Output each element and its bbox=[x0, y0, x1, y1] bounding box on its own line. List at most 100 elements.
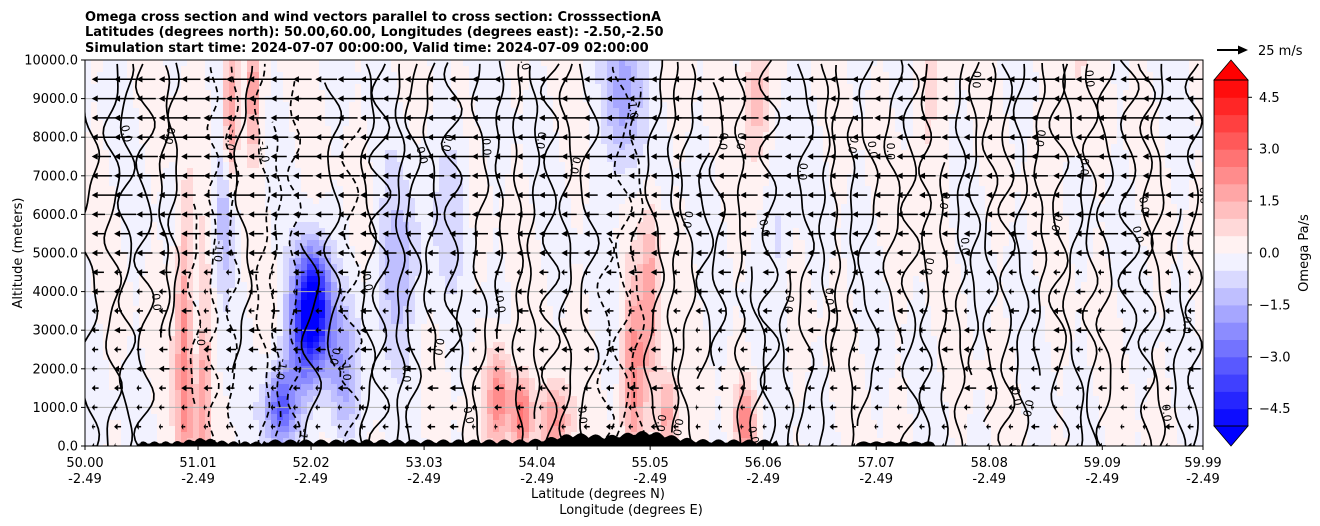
omega-cell bbox=[127, 390, 134, 397]
omega-cell bbox=[199, 276, 206, 283]
omega-cell bbox=[217, 360, 224, 367]
omega-cell bbox=[451, 156, 458, 163]
omega-cell bbox=[121, 414, 128, 421]
omega-cell bbox=[379, 360, 386, 367]
omega-cell bbox=[181, 252, 188, 259]
omega-cell bbox=[283, 306, 290, 313]
omega-cell bbox=[109, 348, 116, 355]
omega-cell bbox=[133, 258, 140, 265]
omega-cell bbox=[217, 144, 224, 151]
omega-cell bbox=[163, 150, 170, 157]
omega-cell bbox=[385, 378, 392, 385]
omega-cell bbox=[373, 138, 380, 145]
omega-cell bbox=[349, 126, 356, 133]
omega-cell bbox=[217, 300, 224, 307]
omega-cell bbox=[391, 258, 398, 265]
omega-cell bbox=[265, 60, 272, 67]
omega-cell bbox=[397, 60, 404, 67]
omega-cell bbox=[109, 396, 116, 403]
omega-cell bbox=[277, 258, 284, 265]
omega-cell bbox=[235, 270, 242, 277]
omega-cell bbox=[439, 198, 446, 205]
omega-cell bbox=[109, 234, 116, 241]
omega-cell bbox=[175, 108, 182, 115]
omega-cell bbox=[433, 78, 440, 85]
omega-cell bbox=[253, 318, 260, 325]
omega-cell bbox=[397, 294, 404, 301]
omega-cell bbox=[187, 204, 194, 211]
omega-cell bbox=[91, 408, 98, 415]
omega-cell bbox=[379, 282, 386, 289]
omega-cell bbox=[355, 162, 362, 169]
omega-cell bbox=[121, 246, 128, 253]
omega-cell bbox=[163, 312, 170, 319]
omega-cell bbox=[529, 372, 536, 379]
omega-cell bbox=[271, 156, 278, 163]
omega-cell bbox=[211, 336, 218, 343]
omega-cell bbox=[367, 198, 374, 205]
omega-cell bbox=[445, 264, 452, 271]
omega-cell bbox=[145, 324, 152, 331]
omega-cell bbox=[313, 270, 320, 277]
omega-cell bbox=[355, 240, 362, 247]
omega-cell bbox=[541, 330, 548, 337]
omega-cell bbox=[253, 360, 260, 367]
omega-cell bbox=[457, 408, 464, 415]
omega-cell bbox=[433, 420, 440, 427]
omega-cell bbox=[163, 372, 170, 379]
omega-cell bbox=[403, 162, 410, 169]
omega-cell bbox=[493, 66, 500, 73]
omega-cell bbox=[451, 306, 458, 313]
omega-cell bbox=[469, 330, 476, 337]
omega-cell bbox=[187, 228, 194, 235]
omega-cell bbox=[145, 348, 152, 355]
omega-cell bbox=[205, 90, 212, 97]
omega-cell bbox=[127, 378, 134, 385]
omega-cell bbox=[343, 144, 350, 151]
omega-cell bbox=[199, 60, 206, 67]
omega-cell bbox=[385, 426, 392, 433]
omega-cell bbox=[223, 198, 230, 205]
omega-cell bbox=[265, 168, 272, 175]
omega-cell bbox=[199, 198, 206, 205]
omega-cell bbox=[463, 270, 470, 277]
omega-cell bbox=[475, 378, 482, 385]
omega-cell bbox=[163, 348, 170, 355]
omega-cell bbox=[403, 180, 410, 187]
omega-cell bbox=[379, 342, 386, 349]
omega-cell bbox=[259, 144, 266, 151]
omega-cell bbox=[505, 180, 512, 187]
omega-cell bbox=[421, 162, 428, 169]
omega-cell bbox=[217, 342, 224, 349]
omega-cell bbox=[301, 240, 308, 247]
omega-cell bbox=[193, 258, 200, 265]
omega-cell bbox=[121, 216, 128, 223]
omega-cell bbox=[397, 126, 404, 133]
omega-cell bbox=[295, 144, 302, 151]
omega-cell bbox=[457, 186, 464, 193]
omega-cell bbox=[505, 84, 512, 91]
omega-cell bbox=[181, 258, 188, 265]
omega-cell bbox=[157, 300, 164, 307]
omega-cell bbox=[355, 426, 362, 433]
omega-cell bbox=[487, 276, 494, 283]
omega-cell bbox=[451, 180, 458, 187]
omega-cell bbox=[349, 204, 356, 211]
omega-cell bbox=[193, 384, 200, 391]
omega-cell bbox=[361, 426, 368, 433]
omega-cell bbox=[427, 282, 434, 289]
omega-cell bbox=[283, 414, 290, 421]
omega-cell bbox=[217, 372, 224, 379]
omega-cell bbox=[271, 282, 278, 289]
omega-cell bbox=[295, 90, 302, 97]
omega-cell bbox=[223, 354, 230, 361]
omega-cell bbox=[331, 78, 338, 85]
omega-cell bbox=[451, 144, 458, 151]
omega-cell bbox=[133, 186, 140, 193]
omega-cell bbox=[91, 420, 98, 427]
omega-cell bbox=[355, 258, 362, 265]
omega-cell bbox=[313, 180, 320, 187]
omega-cell bbox=[361, 378, 368, 385]
omega-cell bbox=[187, 372, 194, 379]
omega-cell bbox=[535, 210, 542, 217]
